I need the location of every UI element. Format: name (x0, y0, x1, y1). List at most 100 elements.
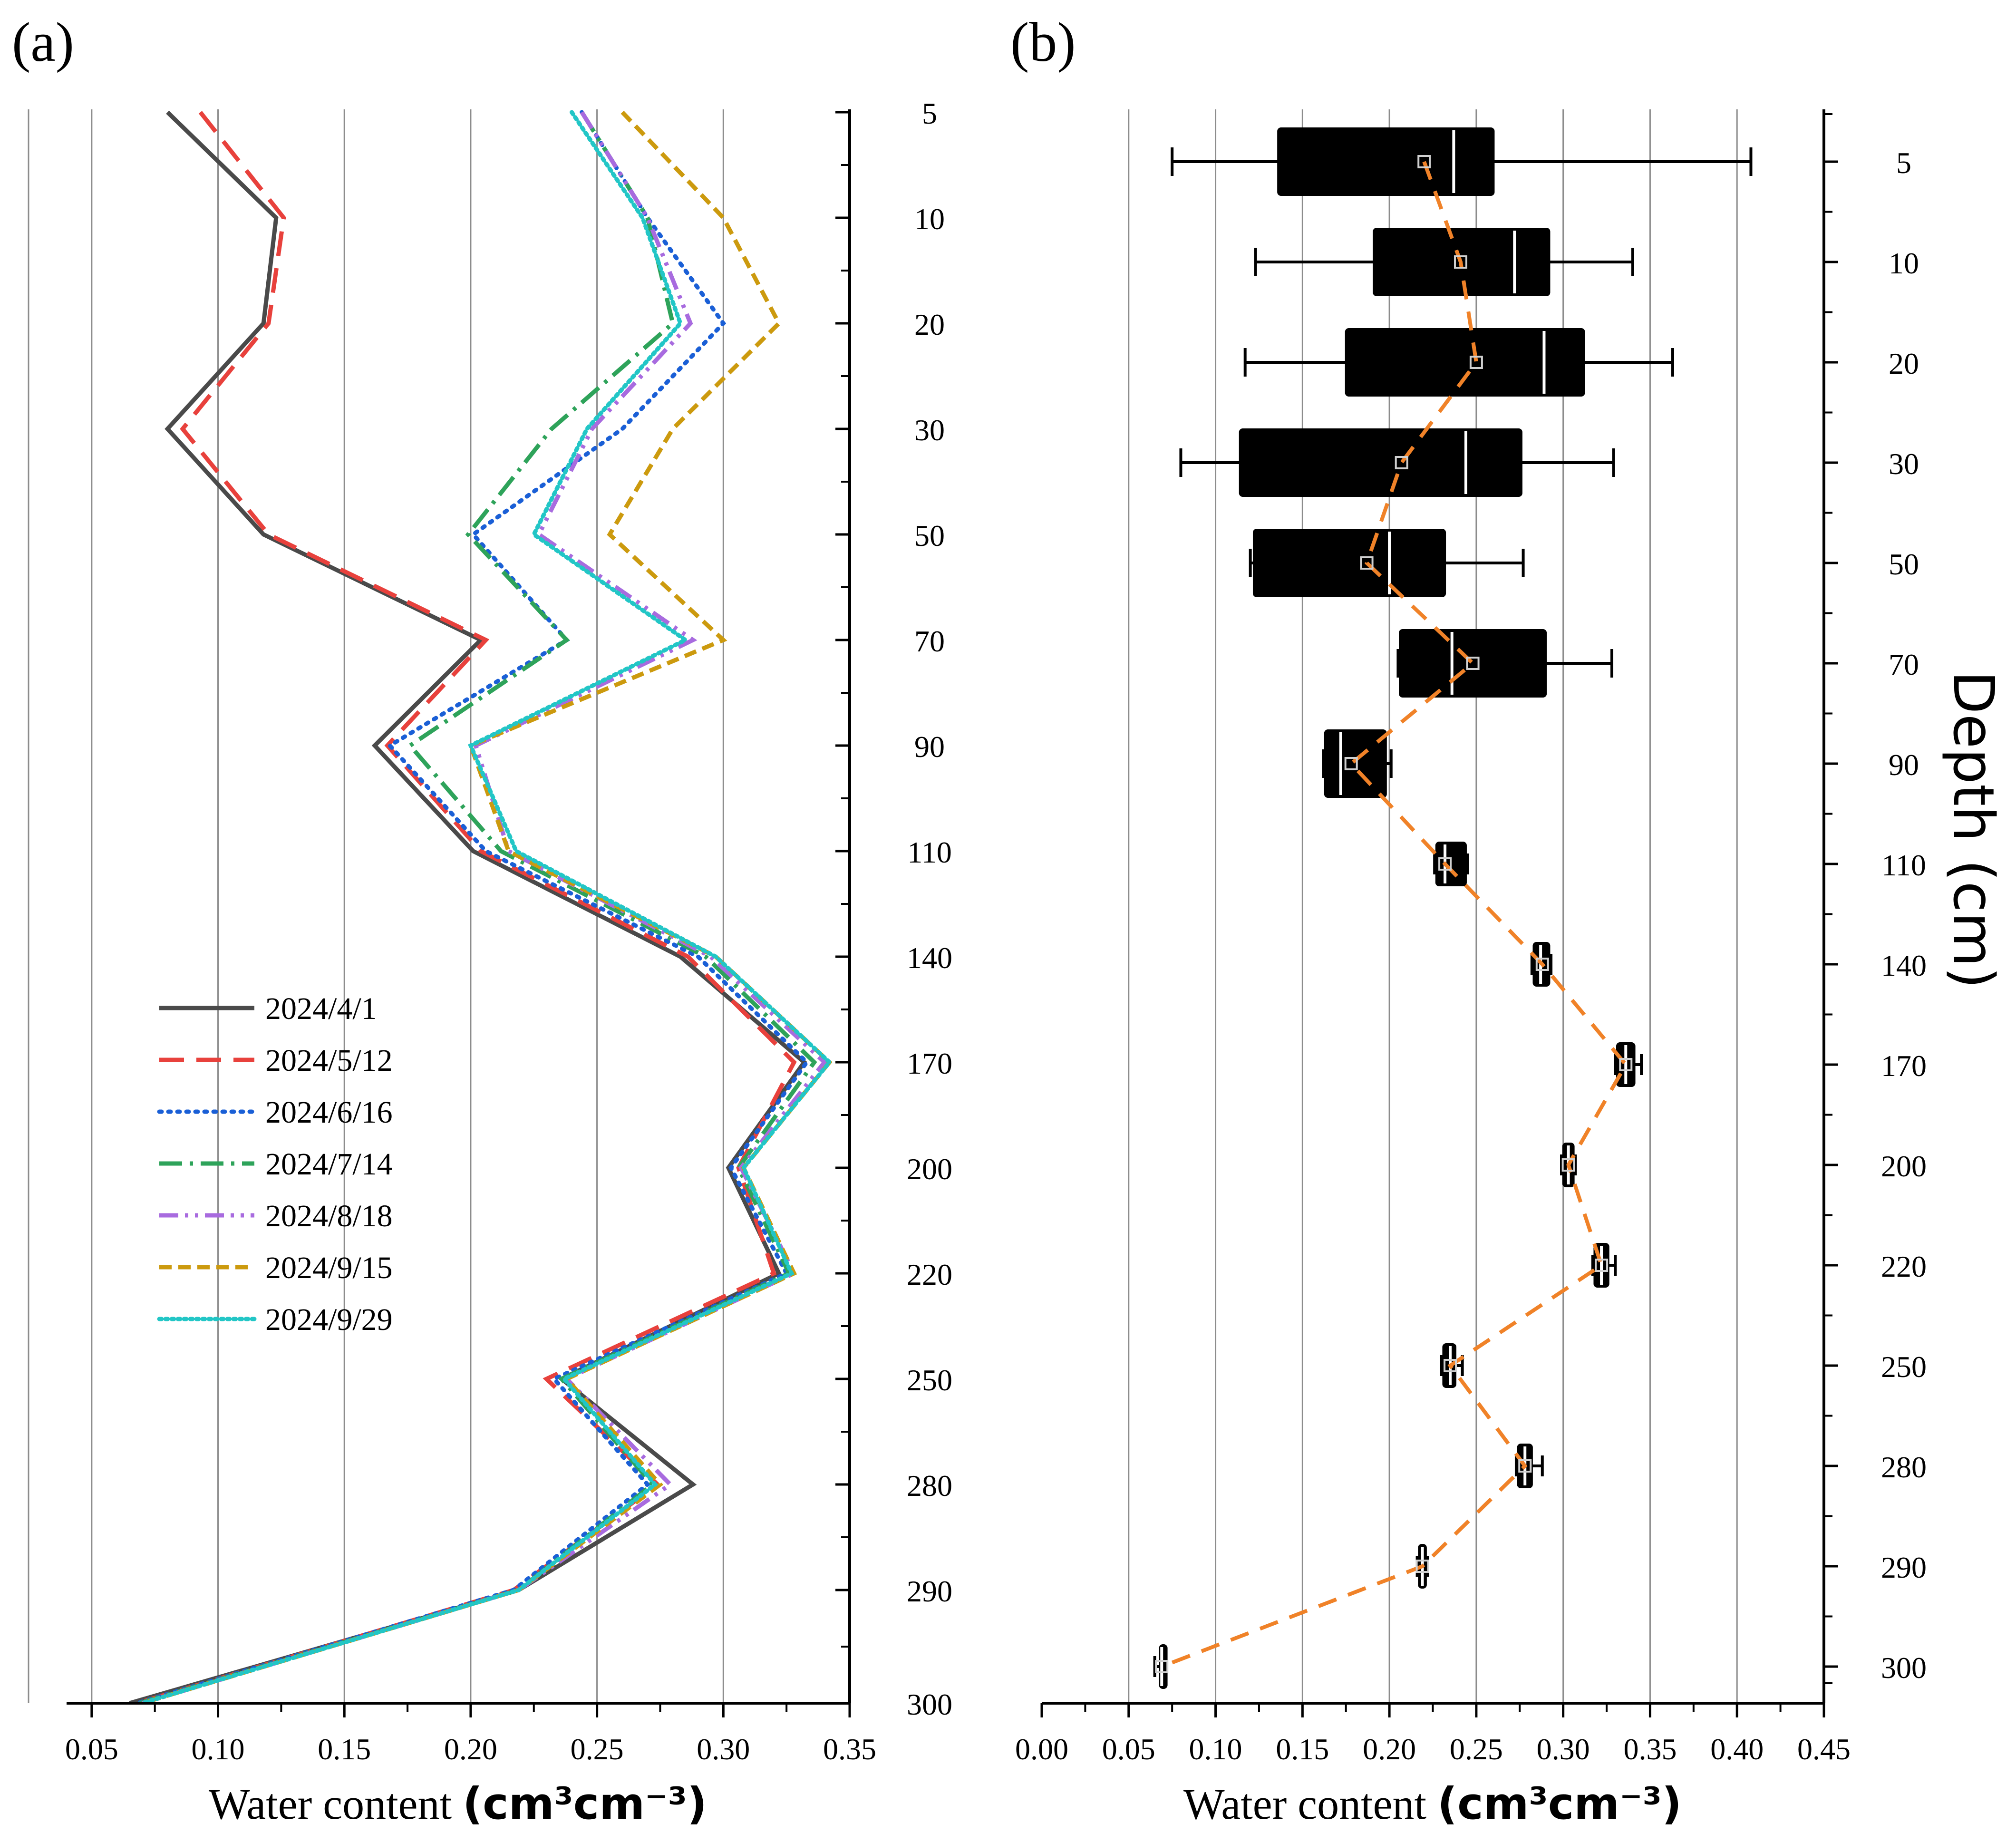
panel-b-mean-markers (1155, 155, 1633, 1673)
panel-a-y-tick-label: 70 (914, 624, 945, 658)
panel-b-x-tick-label: 0.00 (1015, 1732, 1068, 1766)
panel-b-y-tick-label: 110 (1881, 848, 1926, 882)
panel-a-x-tick-label: 0.20 (444, 1732, 497, 1766)
panel-a-series-lines (129, 110, 833, 1703)
panel-b-y-tick-label: 90 (1889, 748, 1919, 782)
mean-marker-50 (1360, 556, 1374, 570)
mean-marker-110 (1438, 857, 1452, 871)
panel-b-y-tick-label: 140 (1881, 949, 1927, 982)
panel-b-gridlines (1128, 109, 1738, 1703)
panel-b-mean-line (1161, 161, 1628, 1668)
panel-b-y-ticks: 5 10 20 30 50 70 90 110 140 170 200 220 250 280 290 300 (1824, 113, 1927, 1685)
panel-a-x-tick-label: 0.25 (571, 1732, 624, 1766)
panel-a-legend: 2024/4/1 2024/5/12 2024/6/16 2024/7/14 2024/… (157, 991, 393, 1337)
mean-marker-300 (1155, 1660, 1169, 1673)
box-50 (1252, 529, 1446, 597)
panel-b-y-tick-label: 280 (1881, 1450, 1927, 1484)
panel-a-x-title-text: Water content (209, 1780, 463, 1828)
panel-b-y-tick-label: 300 (1881, 1651, 1927, 1685)
panel-b-y-tick-label: 70 (1889, 648, 1919, 681)
panel-a-y-tick-label: 170 (907, 1047, 952, 1080)
mean-marker-290 (1415, 1560, 1429, 1573)
panel-a-x-axis-title: Water content (cm³cm⁻³) (209, 1778, 707, 1829)
panel-b-x-title-unit: (cm³cm⁻³) (1437, 1778, 1682, 1829)
legend-label-2024-5-12: 2024/5/12 (265, 1043, 393, 1078)
panel-a-y-tick-label: 50 (914, 519, 945, 553)
panel-a-y-tick-label: 30 (914, 413, 945, 447)
panel-a-x-ticks: 0.05 0.10 0.15 0.20 0.25 0.30 0.35 (65, 1703, 876, 1766)
mean-marker-280 (1518, 1459, 1532, 1473)
panel-a-y-tick-label: 290 (907, 1574, 952, 1608)
panel-a-label: (a) (12, 11, 74, 73)
panel-a-y-tick-label: 20 (914, 308, 945, 341)
panel-b-y-tick-label: 50 (1889, 547, 1919, 581)
panel-b-x-tick-label: 0.25 (1450, 1732, 1503, 1766)
box-70 (1399, 629, 1547, 698)
panel-b-y-tick-label: 170 (1881, 1049, 1927, 1083)
mean-marker-250 (1444, 1359, 1457, 1372)
panel-b-x-axis-title: Water content (cm³cm⁻³) (1183, 1778, 1682, 1829)
panel-a-x-tick-label: 0.15 (318, 1732, 371, 1766)
mean-marker-90 (1344, 757, 1358, 770)
panel-b-x-title-text: Water content (1183, 1780, 1437, 1828)
panel-a-y-ticks: 5 10 20 30 50 70 90 110 140 170 200 220 250 280 290 300 (835, 97, 952, 1721)
panel-b-y-tick-label: 10 (1889, 246, 1919, 280)
mean-marker-10 (1454, 255, 1467, 269)
panel-b-y-tick-label: 20 (1889, 347, 1919, 380)
panel-a-x-tick-label: 0.05 (65, 1732, 118, 1766)
panel-b-x-tick-label: 0.05 (1102, 1732, 1155, 1766)
panel-b-x-tick-label: 0.20 (1363, 1732, 1416, 1766)
panel-b-label: (b) (1010, 11, 1076, 73)
panel-a-y-tick-label: 200 (907, 1152, 952, 1186)
panel-a: (a) 0.05 0.10 0.15 0.20 0.25 0.30 0.35 5 10 20 30… (12, 11, 952, 1829)
series-line-2024-8-18 (141, 111, 828, 1703)
panel-b-x-tick-label: 0.40 (1710, 1732, 1764, 1766)
series-line-2024-9-15 (141, 110, 833, 1703)
mean-marker-20 (1469, 356, 1483, 369)
mean-marker-5 (1417, 155, 1431, 168)
panel-b-x-tick-label: 0.15 (1276, 1732, 1329, 1766)
mean-marker-140 (1535, 958, 1549, 971)
mean-marker-200 (1561, 1158, 1575, 1172)
legend-label-2024-6-16: 2024/6/16 (265, 1095, 393, 1130)
panel-a-y-tick-label: 280 (907, 1469, 952, 1503)
panel-b-x-ticks: 0.00 0.05 0.10 0.15 0.20 0.25 0.30 0.35 0.40 0.45 (1015, 1703, 1851, 1766)
panel-b: (b) 0.00 0.05 0.10 0.15 0.20 0.25 0.30 0.35 0.40… (1010, 11, 2006, 1829)
panel-a-x-title-unit: (cm³cm⁻³) (463, 1778, 707, 1829)
series-line-2024-6-16 (135, 110, 810, 1703)
legend-label-2024-7-14: 2024/7/14 (265, 1147, 393, 1182)
panel-a-y-tick-label: 10 (914, 202, 945, 236)
panel-a-y-tick-label: 110 (907, 835, 952, 869)
legend-label-2024-9-15: 2024/9/15 (265, 1251, 393, 1285)
legend-label-2024-4-1: 2024/4/1 (265, 991, 377, 1026)
mean-marker-70 (1466, 657, 1480, 670)
mean-marker-220 (1595, 1259, 1609, 1272)
panel-b-x-tick-label: 0.10 (1189, 1732, 1242, 1766)
box-20 (1345, 328, 1585, 397)
panel-a-x-tick-label: 0.30 (697, 1732, 750, 1766)
panel-b-x-tick-label: 0.45 (1797, 1732, 1851, 1766)
mean-marker-170 (1619, 1058, 1633, 1071)
panel-a-x-tick-label: 0.35 (823, 1732, 876, 1766)
legend-label-2024-8-18: 2024/8/18 (265, 1199, 393, 1233)
panel-b-y-tick-label: 250 (1881, 1350, 1927, 1384)
series-line-2024-9-29 (140, 110, 833, 1703)
mean-marker-30 (1395, 456, 1408, 469)
panel-b-y-tick-label: 5 (1896, 146, 1911, 180)
panel-a-y-tick-label: 220 (907, 1258, 952, 1291)
mean-connecting-line (1161, 161, 1628, 1668)
panel-a-y-tick-label: 90 (914, 730, 945, 764)
panel-b-y-tick-label: 30 (1889, 447, 1919, 481)
panel-b-y-tick-label: 200 (1881, 1149, 1927, 1183)
series-line-2024-5-12 (136, 111, 797, 1703)
panel-a-y-tick-label: 300 (907, 1688, 952, 1721)
panel-a-x-tick-label: 0.10 (192, 1732, 245, 1766)
legend-label-2024-9-29: 2024/9/29 (265, 1302, 393, 1337)
panel-b-x-tick-label: 0.35 (1623, 1732, 1677, 1766)
series-line-2024-4-1 (129, 110, 807, 1703)
panel-b-y-axis-title: Depth (cm) (1941, 671, 2006, 989)
panel-a-y-tick-label: 140 (907, 941, 952, 975)
box-30 (1239, 428, 1522, 497)
series-line-2024-7-14 (139, 111, 817, 1703)
